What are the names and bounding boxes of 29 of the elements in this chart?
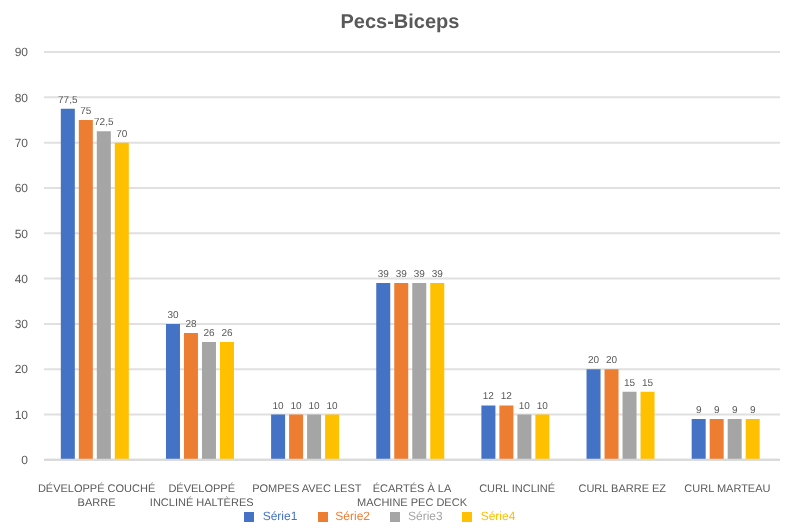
bar bbox=[709, 419, 724, 460]
bar bbox=[622, 391, 637, 460]
bar bbox=[430, 283, 445, 460]
bar bbox=[165, 323, 180, 460]
bar bbox=[481, 405, 496, 460]
chart-title: Pecs-Biceps bbox=[338, 10, 462, 38]
bar bbox=[96, 131, 111, 460]
bar bbox=[727, 419, 742, 460]
bar bbox=[604, 369, 619, 460]
bar bbox=[114, 142, 129, 460]
bar bbox=[307, 414, 322, 460]
bar bbox=[325, 414, 340, 460]
bar bbox=[289, 414, 304, 460]
bar bbox=[640, 391, 655, 460]
bar bbox=[394, 283, 409, 460]
bar bbox=[535, 414, 550, 460]
bar bbox=[499, 405, 514, 460]
bar bbox=[201, 342, 216, 460]
bar bbox=[691, 419, 706, 460]
bar bbox=[219, 342, 234, 460]
bar bbox=[271, 414, 286, 460]
bar bbox=[586, 369, 601, 460]
bar bbox=[376, 283, 391, 460]
bar bbox=[183, 332, 198, 460]
bar bbox=[412, 283, 427, 460]
bar bbox=[517, 414, 532, 460]
bar bbox=[78, 119, 93, 460]
bar bbox=[60, 108, 75, 460]
bar bbox=[745, 419, 760, 460]
